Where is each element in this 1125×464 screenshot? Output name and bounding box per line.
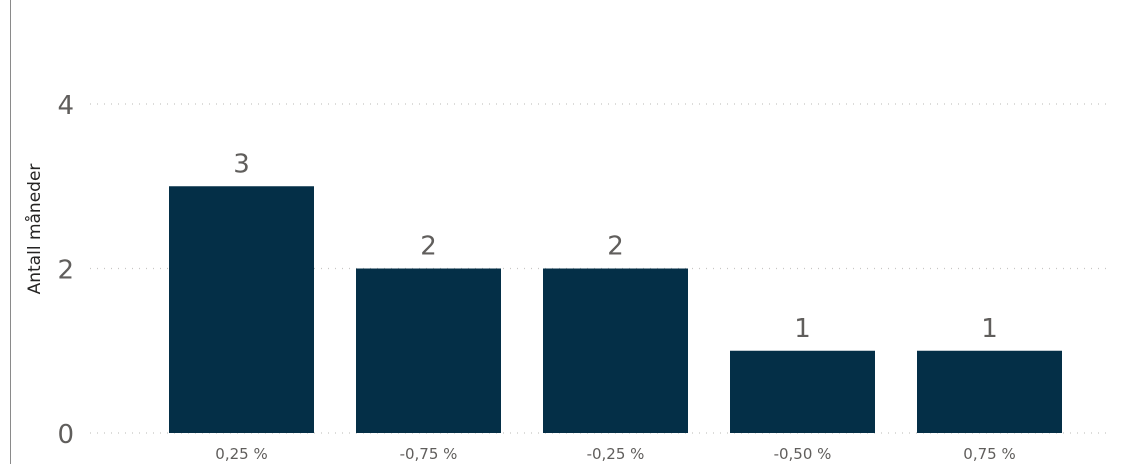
bar-2[interactable] — [356, 268, 501, 434]
y-tick-label: 4 — [57, 91, 74, 121]
x-axis-ticks: 0,25 % -0,75 % -0,25 % -0,50 % 0,75 % — [215, 445, 1015, 463]
data-labels: 3 2 2 1 1 — [233, 149, 998, 344]
y-axis-ticks: 0 2 4 — [57, 91, 74, 450]
frame-border — [0, 0, 11, 464]
bar-4[interactable] — [730, 350, 875, 433]
x-tick-label-5: 0,75 % — [963, 445, 1015, 463]
bar-5[interactable] — [917, 350, 1062, 433]
data-label-2: 2 — [420, 232, 437, 262]
bars — [169, 186, 1062, 433]
x-tick-label-4: -0,50 % — [774, 445, 832, 463]
x-tick-label-1: 0,25 % — [215, 445, 267, 463]
bar-1[interactable] — [169, 186, 314, 433]
x-tick-label-2: -0,75 % — [400, 445, 458, 463]
y-axis-title: Antall måneder — [24, 164, 45, 295]
y-tick-label: 0 — [57, 420, 74, 450]
y-tick-label: 2 — [57, 256, 74, 286]
data-label-4: 1 — [794, 314, 811, 344]
data-label-1: 3 — [233, 149, 250, 179]
data-label-3: 2 — [607, 232, 624, 262]
bar-3[interactable] — [543, 268, 688, 434]
x-tick-label-3: -0,25 % — [587, 445, 645, 463]
data-label-5: 1 — [981, 314, 998, 344]
